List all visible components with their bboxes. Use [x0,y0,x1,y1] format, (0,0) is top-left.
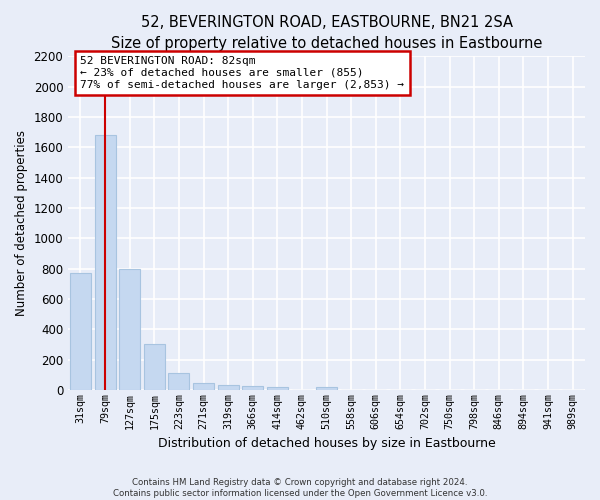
X-axis label: Distribution of detached houses by size in Eastbourne: Distribution of detached houses by size … [158,437,496,450]
Bar [95,135,116,390]
Bar [193,383,214,390]
Bar [316,386,337,390]
Bar [169,373,190,390]
Title: 52, BEVERINGTON ROAD, EASTBOURNE, BN21 2SA
Size of property relative to detached: 52, BEVERINGTON ROAD, EASTBOURNE, BN21 2… [111,15,542,51]
Y-axis label: Number of detached properties: Number of detached properties [15,130,28,316]
Bar [218,385,239,390]
Bar [267,386,288,390]
Bar [242,386,263,390]
Bar [119,270,140,390]
Text: 52 BEVERINGTON ROAD: 82sqm
← 23% of detached houses are smaller (855)
77% of sem: 52 BEVERINGTON ROAD: 82sqm ← 23% of deta… [80,56,404,90]
Text: Contains HM Land Registry data © Crown copyright and database right 2024.
Contai: Contains HM Land Registry data © Crown c… [113,478,487,498]
Bar [144,344,165,390]
Bar [70,273,91,390]
